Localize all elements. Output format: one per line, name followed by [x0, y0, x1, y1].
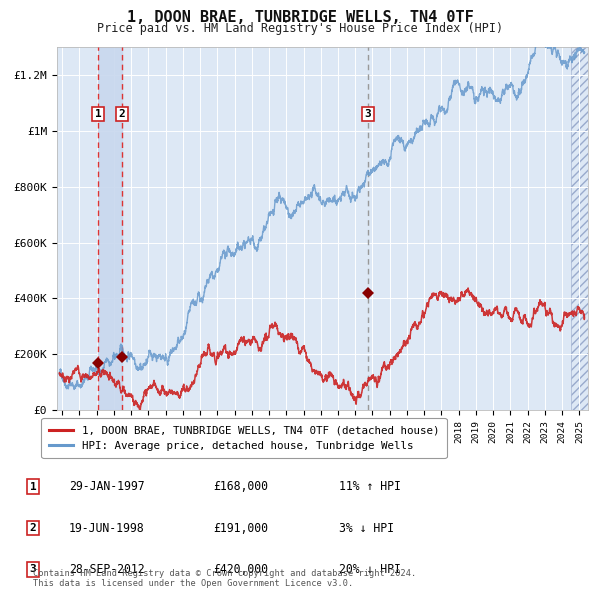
Legend: 1, DOON BRAE, TUNBRIDGE WELLS, TN4 0TF (detached house), HPI: Average price, det: 1, DOON BRAE, TUNBRIDGE WELLS, TN4 0TF (…	[41, 418, 446, 458]
Text: 1, DOON BRAE, TUNBRIDGE WELLS, TN4 0TF: 1, DOON BRAE, TUNBRIDGE WELLS, TN4 0TF	[127, 10, 473, 25]
Text: 3: 3	[29, 565, 37, 574]
Text: Price paid vs. HM Land Registry's House Price Index (HPI): Price paid vs. HM Land Registry's House …	[97, 22, 503, 35]
Text: 3: 3	[365, 109, 371, 119]
Text: 11% ↑ HPI: 11% ↑ HPI	[339, 480, 401, 493]
Text: 29-JAN-1997: 29-JAN-1997	[69, 480, 145, 493]
Text: 1: 1	[95, 109, 101, 119]
Text: £420,000: £420,000	[213, 563, 268, 576]
Bar	[98, 47, 122, 410]
Text: 19-JUN-1998: 19-JUN-1998	[69, 522, 145, 535]
Text: 20% ↓ HPI: 20% ↓ HPI	[339, 563, 401, 576]
Text: 1: 1	[29, 482, 37, 491]
Text: Contains HM Land Registry data © Crown copyright and database right 2024.
This d: Contains HM Land Registry data © Crown c…	[33, 569, 416, 588]
Bar	[571, 47, 600, 410]
Text: 3% ↓ HPI: 3% ↓ HPI	[339, 522, 394, 535]
Text: 2: 2	[119, 109, 125, 119]
Text: £191,000: £191,000	[213, 522, 268, 535]
Text: £168,000: £168,000	[213, 480, 268, 493]
Text: 2: 2	[29, 523, 37, 533]
Text: 28-SEP-2012: 28-SEP-2012	[69, 563, 145, 576]
